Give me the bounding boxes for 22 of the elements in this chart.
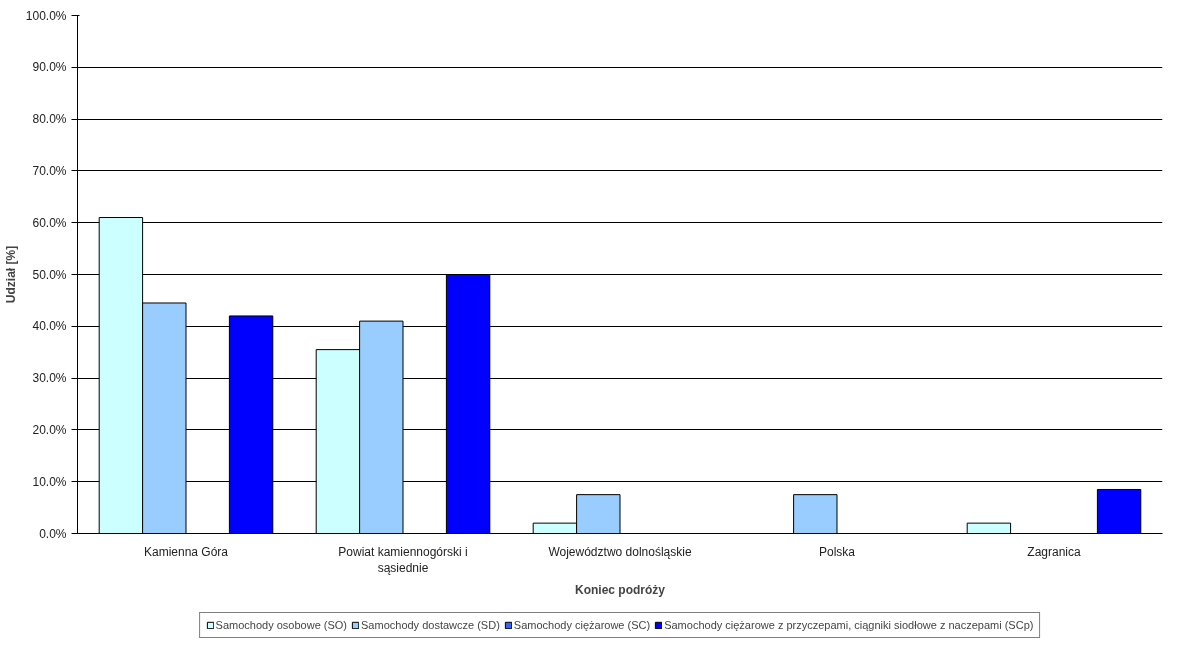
x-tick-label: Województwo dolnośląskie	[548, 544, 692, 559]
x-tick-label: Kamienna Góra	[143, 544, 229, 559]
y-tick-label: 70.0%	[32, 163, 67, 178]
legend-label: Samochody dostawcze (SD)	[361, 619, 500, 631]
y-tick-label: 80.0%	[32, 112, 67, 127]
x-tick-label: Powiat kamiennogórski i sąsiednie	[338, 544, 468, 576]
y-tick-label: 10.0%	[32, 474, 67, 489]
x-axis-title: Koniec podróży	[575, 583, 666, 598]
legend-label: Samochody ciężarowe z przyczepami, ciągniki siodłowe z naczepami (SCp)	[664, 619, 1034, 631]
x-tick-label: Polska	[818, 544, 856, 559]
legend-label: Samochody osobowe (SO)	[215, 619, 348, 631]
legend-label: Samochody ciężarowe (SC)	[513, 619, 651, 631]
y-tick-label: 20.0%	[32, 422, 67, 437]
y-tick-label: 90.0%	[32, 60, 67, 75]
x-tick-label: Zagranica	[1027, 544, 1082, 559]
y-tick-label: 60.0%	[32, 215, 67, 230]
y-tick-label: 30.0%	[32, 371, 67, 386]
y-tick-label: 40.0%	[32, 319, 67, 334]
y-tick-label: 50.0%	[32, 267, 67, 282]
y-tick-label: 0.0%	[39, 526, 67, 541]
y-tick-label: 100.0%	[25, 8, 67, 23]
y-axis-title: Udział [%]	[3, 245, 18, 304]
